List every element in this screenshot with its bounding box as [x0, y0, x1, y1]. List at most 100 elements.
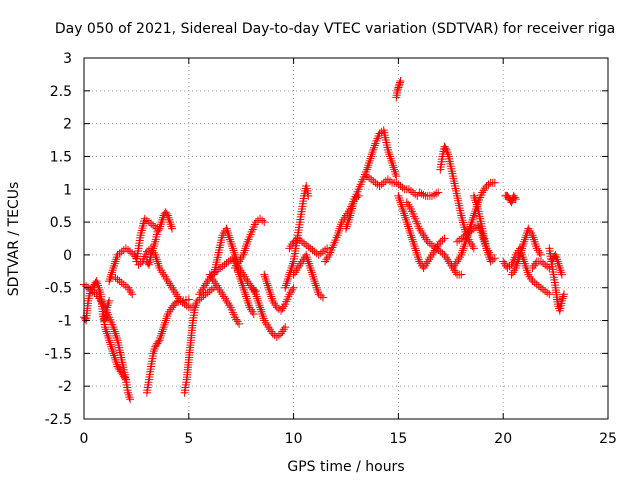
data-point-marker: [403, 220, 412, 229]
data-point-marker: [126, 395, 135, 404]
data-point-marker: [528, 277, 537, 286]
data-point-marker: [375, 129, 384, 138]
data-point-marker: [240, 288, 249, 297]
data-point-marker: [396, 181, 405, 190]
data-point-marker: [536, 257, 545, 266]
data-point-marker: [142, 247, 151, 256]
data-point-marker: [153, 227, 162, 236]
data-point-marker: [427, 191, 436, 200]
data-point-marker: [386, 177, 395, 186]
data-point-marker: [482, 181, 491, 190]
data-point-marker: [157, 329, 166, 338]
data-point-marker: [394, 81, 403, 90]
data-point-marker: [228, 242, 237, 251]
data-point-marker: [387, 156, 396, 165]
data-point-marker: [532, 280, 541, 289]
data-point-marker: [490, 178, 499, 187]
data-point-marker: [427, 241, 436, 250]
data-point-marker: [367, 175, 376, 184]
y-tick-label: 0: [63, 248, 72, 264]
data-point-marker: [308, 270, 317, 279]
data-point-marker: [436, 247, 445, 256]
data-point-marker: [159, 323, 168, 332]
data-point-marker: [256, 214, 265, 223]
data-point-marker: [367, 150, 376, 159]
data-point-marker: [423, 237, 432, 246]
data-point-marker: [486, 257, 495, 266]
data-point-marker: [282, 279, 291, 288]
data-point-marker: [274, 331, 283, 340]
data-point-marker: [110, 259, 119, 268]
data-point-marker: [461, 231, 470, 240]
data-point-marker: [174, 297, 183, 306]
data-point-marker: [411, 246, 420, 255]
data-point-marker: [405, 226, 414, 235]
data-point-marker: [409, 239, 418, 248]
data-point-marker: [126, 247, 135, 256]
data-point-marker: [115, 277, 124, 286]
data-point-marker: [124, 390, 133, 399]
data-point-marker: [111, 329, 120, 338]
data-point-marker: [274, 305, 283, 314]
data-point-marker: [227, 239, 236, 248]
data-point-marker: [300, 239, 309, 248]
data-point-marker: [167, 222, 176, 231]
data-point-marker: [386, 152, 395, 161]
data-point-marker: [521, 233, 530, 242]
data-point-marker: [401, 213, 410, 222]
data-point-marker: [434, 245, 443, 254]
data-point-marker: [224, 257, 233, 266]
data-point-marker: [417, 189, 426, 198]
data-point-marker: [258, 309, 267, 318]
data-point-marker: [367, 152, 376, 161]
data-point-marker: [263, 279, 272, 288]
data-point-marker: [534, 282, 543, 291]
data-point-marker: [87, 285, 96, 294]
data-point-marker: [523, 268, 532, 277]
data-point-marker: [483, 246, 492, 255]
data-point-marker: [230, 248, 239, 257]
data-point-marker: [101, 325, 110, 334]
data-point-marker: [484, 180, 493, 189]
data-point-marker: [113, 250, 122, 259]
data-point-marker: [128, 290, 137, 299]
data-point-marker: [455, 236, 464, 245]
data-point-marker: [541, 287, 550, 296]
data-point-marker: [284, 272, 293, 281]
data-point-marker: [311, 279, 320, 288]
data-point-marker: [144, 218, 153, 227]
data-point-marker: [536, 283, 545, 292]
data-point-marker: [105, 338, 114, 347]
data-point-marker: [235, 319, 244, 328]
data-point-marker: [161, 208, 170, 217]
data-point-marker: [393, 85, 402, 94]
data-point-marker: [116, 367, 125, 376]
data-point-marker: [302, 253, 311, 262]
data-point-marker: [520, 235, 529, 244]
data-point-marker: [366, 154, 375, 163]
data-point-marker: [392, 178, 401, 187]
data-point-marker: [469, 213, 478, 222]
data-point-marker: [125, 393, 134, 402]
data-point-marker: [104, 334, 113, 343]
data-point-marker: [453, 237, 462, 246]
data-point-marker: [283, 277, 292, 286]
data-point-marker: [518, 244, 527, 253]
data-point-marker: [105, 336, 114, 345]
data-point-marker: [243, 296, 252, 305]
data-point-marker: [306, 244, 315, 253]
data-point-marker: [314, 290, 323, 299]
data-point-marker: [406, 231, 415, 240]
data-point-marker: [371, 178, 380, 187]
data-point-marker: [119, 280, 128, 289]
data-point-marker: [395, 80, 404, 89]
data-point-marker: [305, 261, 314, 270]
data-point-marker: [297, 237, 306, 246]
data-point-marker: [113, 275, 122, 284]
data-point-marker: [316, 291, 325, 300]
data-point-marker: [430, 190, 439, 199]
chart-title: Day 050 of 2021, Sidereal Day-to-day VTE…: [55, 21, 615, 37]
data-point-marker: [390, 167, 399, 176]
data-point-marker: [460, 239, 469, 248]
data-point-marker: [468, 215, 477, 224]
